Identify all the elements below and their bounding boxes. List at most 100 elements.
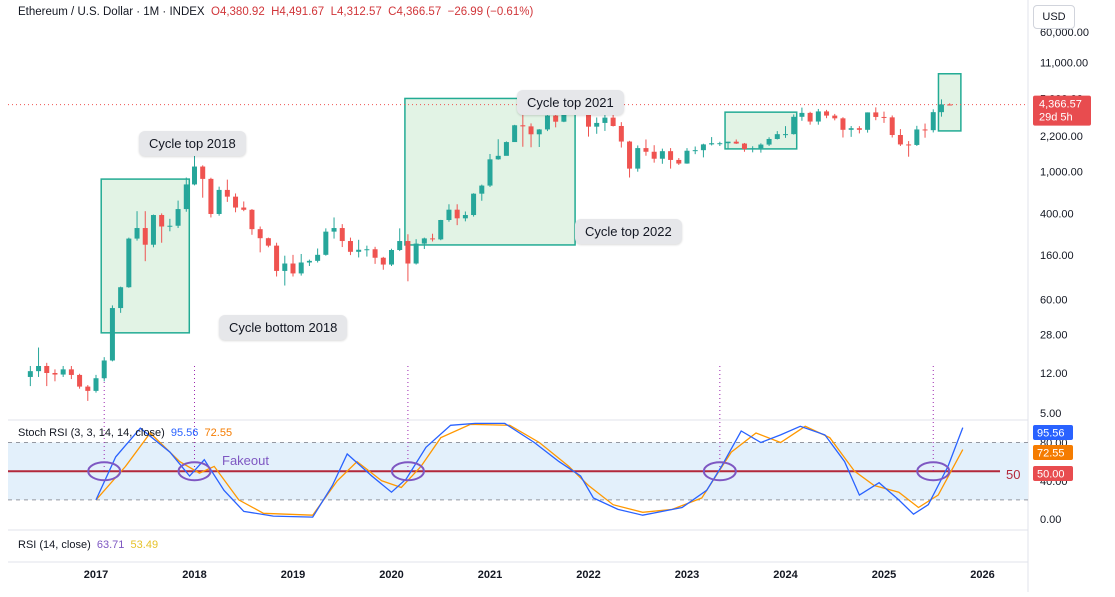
fakeout-label: Fakeout [222, 453, 269, 468]
candle-body [750, 148, 756, 150]
candle [856, 126, 862, 134]
candle-body [479, 185, 485, 194]
candle-body [200, 166, 206, 179]
rsi-legend[interactable]: RSI (14, close) 63.71 53.49 [18, 539, 158, 551]
price-tick-label: 1,000.00 [1040, 167, 1083, 179]
ohlc-low: L4,312.57 [330, 6, 382, 18]
candle-body [807, 112, 813, 122]
time-tick-label: 2026 [970, 569, 994, 581]
candle [643, 139, 649, 156]
candle [142, 211, 148, 262]
candle-body [594, 122, 600, 127]
candle [150, 214, 156, 248]
price-tick-label: 160.00 [1040, 250, 1074, 262]
candle [175, 200, 181, 229]
price-tick-label: 28.00 [1040, 329, 1068, 341]
candle-body [881, 116, 887, 118]
candle [200, 165, 206, 198]
candle [339, 224, 345, 248]
candle-body [668, 151, 674, 160]
candle-body [175, 209, 181, 226]
candle-body [684, 150, 690, 164]
candle [421, 237, 427, 249]
candle-body [298, 262, 304, 274]
candle-body [438, 220, 444, 240]
candle [208, 177, 214, 218]
candle [807, 111, 813, 125]
price-badge [1033, 95, 1091, 126]
candle-body [397, 241, 403, 250]
candle-body [889, 117, 895, 135]
time-tick-label: 2024 [773, 569, 798, 581]
candle-body [791, 116, 797, 135]
stoch-rsi-label: Stoch RSI (3, 3, 14, 14, close) [18, 427, 165, 439]
stoch-rsi-legend[interactable]: Stoch RSI (3, 3, 14, 14, close) 95.56 72… [18, 427, 232, 439]
candle-body [306, 260, 312, 263]
candle-body [840, 118, 846, 130]
currency-button[interactable]: USD [1033, 5, 1075, 29]
price-tick-label-top: 60,000.00 [1040, 27, 1089, 39]
candle-body [922, 129, 928, 131]
candle [446, 204, 452, 222]
candle-body [873, 112, 879, 117]
candle [692, 146, 698, 155]
candle [635, 145, 641, 172]
candle [282, 255, 288, 286]
candle [832, 113, 838, 121]
symbol-header: Ethereum / U.S. Dollar · 1M · INDEX O4,3… [18, 6, 533, 18]
candle [700, 143, 706, 158]
candle-body [717, 143, 723, 145]
time-tick-label: 2020 [379, 569, 403, 581]
candle-body [44, 365, 50, 373]
candle [192, 155, 197, 186]
candle-body [897, 134, 903, 145]
candle [627, 140, 633, 178]
candle [405, 234, 411, 282]
candle-body [799, 112, 805, 117]
candle [60, 365, 66, 377]
candle-body [118, 287, 124, 309]
candle [241, 201, 247, 212]
candle-body [323, 231, 329, 255]
time-tick-label: 2018 [182, 569, 206, 581]
stoch-tick-label: 0.00 [1040, 514, 1061, 526]
stoch-badge-mid: 50.00 [1037, 469, 1065, 481]
candle-body [68, 369, 74, 375]
time-tick-label: 2022 [576, 569, 600, 581]
candle-body [208, 178, 214, 214]
candle [454, 204, 460, 226]
candle-body [618, 125, 624, 142]
candle [741, 142, 747, 152]
symbol-name[interactable]: Ethereum / U.S. Dollar · 1M · INDEX [18, 6, 205, 18]
candle-body [651, 151, 657, 159]
crossing-ellipse [177, 461, 212, 482]
candle-body [421, 238, 427, 244]
candle [774, 131, 780, 140]
stoch-level-label: 50 [1006, 467, 1020, 482]
candle-body [265, 238, 271, 246]
candle [536, 129, 542, 148]
candle [471, 193, 477, 217]
candle-body [150, 215, 156, 245]
candle [44, 362, 50, 387]
rsi-label: RSI (14, close) [18, 539, 91, 551]
stoch-badge-mid-bg [1033, 466, 1073, 481]
candle-body [741, 143, 747, 150]
price-tick-label: 12.00 [1040, 368, 1068, 380]
candle-body [627, 141, 633, 169]
candle [618, 122, 624, 148]
rsi-value-2: 53.49 [130, 539, 159, 551]
price-tick-label: 400.00 [1040, 208, 1074, 220]
ohlc-change: −26.99 (−0.61%) [447, 6, 534, 18]
candle-body [60, 369, 66, 375]
stoch-k-line [95, 422, 964, 518]
candle-body [832, 115, 838, 119]
candle-body [586, 112, 591, 127]
candle-body [733, 141, 739, 144]
candle-body [503, 142, 509, 156]
crossing-ellipse [702, 461, 737, 482]
candle-body [774, 134, 780, 139]
candle-body [216, 189, 222, 214]
ohlc-open: O4,380.92 [211, 6, 265, 18]
